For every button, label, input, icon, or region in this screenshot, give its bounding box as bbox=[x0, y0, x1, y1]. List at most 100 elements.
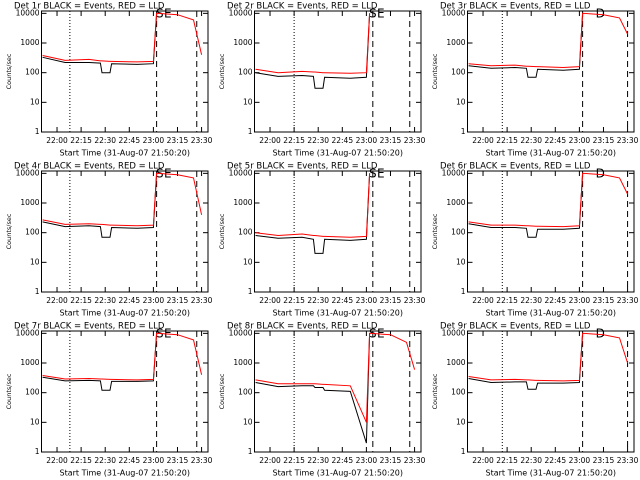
y-axis-label: Counts/sec bbox=[431, 53, 439, 89]
y-tick-label: 10 bbox=[30, 97, 40, 106]
series-line bbox=[255, 333, 371, 444]
y-tick-label: 1 bbox=[248, 127, 253, 136]
x-tick-label: 23:00 bbox=[143, 456, 165, 465]
plot-frame bbox=[254, 170, 422, 293]
x-tick-label: 23:15 bbox=[167, 136, 189, 145]
plot-frame bbox=[467, 170, 635, 293]
annotation: D bbox=[596, 7, 605, 21]
x-tick-label: 22:45 bbox=[544, 136, 566, 145]
panel: Det 7r BLACK = Events, RED = LLD Counts/s… bbox=[5, 322, 213, 478]
y-tick-label: 10000 bbox=[442, 168, 466, 177]
y-tick-label: 10000 bbox=[16, 328, 40, 337]
y-axis-label: Counts/sec bbox=[5, 373, 13, 409]
chart-title: Det 5r BLACK = Events, RED = LLD bbox=[227, 162, 378, 172]
x-tick-label: 22:45 bbox=[544, 296, 566, 305]
x-axis-label: Start Time (31-Aug-07 21:50:20) bbox=[273, 469, 404, 478]
y-axis-label: Counts/sec bbox=[431, 213, 439, 249]
x-tick-label: 22:30 bbox=[520, 296, 542, 305]
y-tick-label: 10 bbox=[456, 417, 466, 426]
x-tick-label: 23:15 bbox=[380, 136, 402, 145]
annotation: D bbox=[596, 167, 605, 181]
plot-frame bbox=[41, 170, 209, 293]
x-tick-label: 22:30 bbox=[307, 456, 329, 465]
y-tick-label: 1 bbox=[35, 287, 40, 296]
x-tick-label: 22:30 bbox=[307, 136, 329, 145]
y-axis-label: Counts/sec bbox=[431, 373, 439, 409]
x-tick-label: 22:15 bbox=[496, 136, 518, 145]
x-tick-label: 22:00 bbox=[259, 136, 281, 145]
y-axis-label: Counts/sec bbox=[5, 53, 13, 89]
y-tick-label: 1 bbox=[461, 127, 466, 136]
series-line bbox=[42, 173, 158, 238]
panel: Det 6r BLACK = Events, RED = LLD Counts/s… bbox=[431, 162, 639, 318]
y-tick-label: 100 bbox=[25, 228, 40, 237]
y-tick-label: 1 bbox=[35, 447, 40, 456]
x-tick-label: 22:15 bbox=[496, 296, 518, 305]
annotation: E bbox=[164, 327, 172, 341]
series-line bbox=[468, 332, 629, 382]
x-tick-label: 23:00 bbox=[356, 456, 378, 465]
panel: Det 4r BLACK = Events, RED = LLD Counts/s… bbox=[5, 162, 213, 318]
chart-title: Det 9r BLACK = Events, RED = LLD bbox=[440, 322, 591, 332]
x-tick-label: 23:30 bbox=[404, 136, 426, 145]
chart-title: Det 4r BLACK = Events, RED = LLD bbox=[14, 162, 165, 172]
y-tick-label: 1 bbox=[461, 447, 466, 456]
y-tick-label: 10 bbox=[243, 97, 253, 106]
x-tick-label: 22:00 bbox=[472, 296, 494, 305]
y-tick-label: 10000 bbox=[442, 8, 466, 17]
chart-title: Det 8r BLACK = Events, RED = LLD bbox=[227, 322, 378, 332]
x-axis-label: Start Time (31-Aug-07 21:50:20) bbox=[60, 469, 191, 478]
plot-frame bbox=[254, 10, 422, 133]
x-tick-label: 22:15 bbox=[496, 456, 518, 465]
x-tick-label: 23:30 bbox=[617, 296, 639, 305]
series-line bbox=[42, 13, 158, 74]
series-line bbox=[468, 333, 584, 390]
series-line bbox=[468, 13, 584, 78]
y-tick-label: 1000 bbox=[20, 198, 39, 207]
y-tick-label: 1000 bbox=[233, 38, 252, 47]
x-tick-label: 22:45 bbox=[118, 296, 140, 305]
panel: Det 1r BLACK = Events, RED = LLD Counts/s… bbox=[5, 2, 213, 158]
y-tick-label: 1 bbox=[35, 127, 40, 136]
series-line bbox=[42, 12, 203, 63]
chart-title: Det 3r BLACK = Events, RED = LLD bbox=[440, 2, 591, 12]
x-tick-label: 22:30 bbox=[520, 456, 542, 465]
x-tick-label: 22:30 bbox=[520, 136, 542, 145]
annotation: S bbox=[369, 167, 377, 181]
y-tick-label: 1000 bbox=[20, 358, 39, 367]
y-tick-label: 10000 bbox=[16, 168, 40, 177]
y-tick-label: 100 bbox=[25, 388, 40, 397]
x-tick-label: 22:45 bbox=[118, 136, 140, 145]
x-tick-label: 23:30 bbox=[191, 136, 213, 145]
series-line bbox=[42, 333, 158, 391]
series-line bbox=[42, 332, 203, 381]
x-tick-label: 23:15 bbox=[593, 136, 615, 145]
x-tick-label: 23:15 bbox=[167, 296, 189, 305]
chart-title: Det 7r BLACK = Events, RED = LLD bbox=[14, 322, 165, 332]
x-tick-label: 23:00 bbox=[356, 296, 378, 305]
x-tick-label: 22:00 bbox=[46, 456, 68, 465]
x-tick-label: 23:15 bbox=[380, 296, 402, 305]
x-tick-label: 22:15 bbox=[70, 136, 92, 145]
x-tick-label: 23:15 bbox=[593, 296, 615, 305]
y-tick-label: 10 bbox=[456, 257, 466, 266]
plot-frame bbox=[41, 10, 209, 133]
x-axis-label: Start Time (31-Aug-07 21:50:20) bbox=[486, 149, 617, 158]
x-tick-label: 23:15 bbox=[380, 456, 402, 465]
x-tick-label: 22:00 bbox=[259, 296, 281, 305]
annotation: S bbox=[369, 7, 377, 21]
annotation: E bbox=[377, 7, 385, 21]
panel: Det 8r BLACK = Events, RED = LLD Counts/s… bbox=[218, 322, 426, 478]
series-line bbox=[255, 332, 416, 423]
y-tick-label: 10000 bbox=[16, 8, 40, 17]
series-line bbox=[42, 172, 203, 227]
panel: Det 2r BLACK = Events, RED = LLD Counts/s… bbox=[218, 2, 426, 158]
x-tick-label: 22:30 bbox=[94, 456, 116, 465]
y-axis-label: Counts/sec bbox=[218, 53, 226, 89]
y-tick-label: 1000 bbox=[446, 198, 465, 207]
annotation: E bbox=[377, 167, 385, 181]
x-axis-label: Start Time (31-Aug-07 21:50:20) bbox=[60, 149, 191, 158]
panel: Det 9r BLACK = Events, RED = LLD Counts/s… bbox=[431, 322, 639, 478]
x-tick-label: 22:00 bbox=[472, 456, 494, 465]
